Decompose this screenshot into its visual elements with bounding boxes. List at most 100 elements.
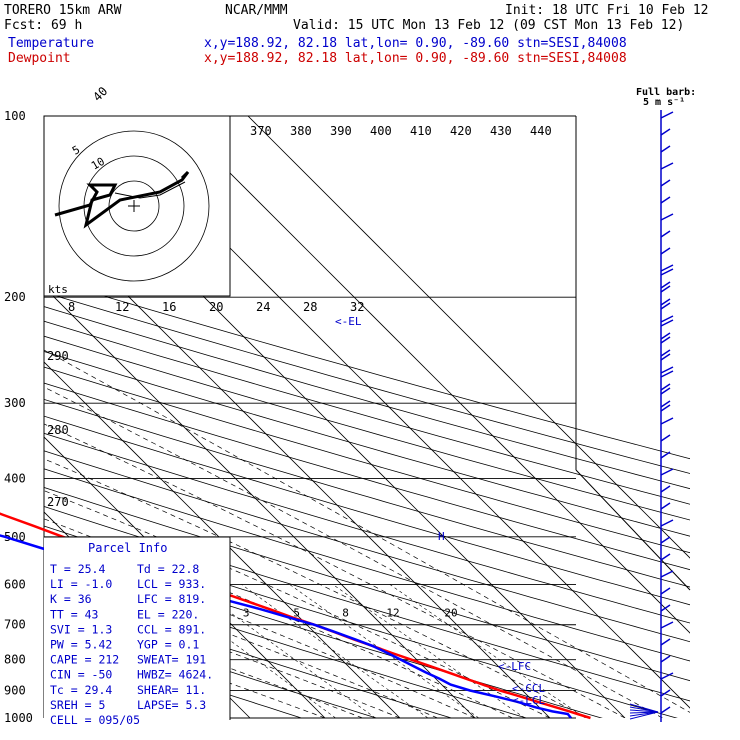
moist-adiabat xyxy=(44,543,476,718)
wind-barb xyxy=(660,281,671,289)
wind-barb-extra xyxy=(660,336,671,344)
dry-adiabat xyxy=(44,320,690,505)
theta-label: 430 xyxy=(490,124,512,138)
wind-barb xyxy=(660,706,671,714)
parcel-info-right: CCL = 891. xyxy=(137,622,206,636)
wind-barb xyxy=(660,485,671,493)
hodograph-ring-label: 10 xyxy=(89,155,107,173)
wind-barb xyxy=(660,638,671,646)
theta-label: 440 xyxy=(530,124,552,138)
wind-barb xyxy=(660,179,671,187)
theta-label: 270 xyxy=(47,495,69,509)
level-annotation: <-EL xyxy=(335,315,362,328)
hodograph-speed-label: 28 xyxy=(303,300,317,314)
wind-barb xyxy=(660,315,674,323)
dry-adiabat xyxy=(44,587,453,718)
dry-adiabat xyxy=(44,432,690,624)
moist-adiabat xyxy=(44,386,663,718)
center-label: NCAR/MMM xyxy=(225,3,288,18)
pressure-tick-label: 800 xyxy=(4,653,26,667)
parcel-info-left: CIN = -50 xyxy=(50,668,112,682)
parcel-info-right: SHEAR= 11. xyxy=(137,683,206,697)
parcel-info-left: CELL = 095/05 xyxy=(50,713,140,727)
hodograph-ring xyxy=(58,130,210,282)
isotherm-line xyxy=(247,116,690,559)
isotherm-line xyxy=(44,361,401,718)
init-label: Init: 18 UTC Fri 10 Feb 12 xyxy=(505,3,709,18)
wind-barb xyxy=(660,434,671,442)
theta-label: 390 xyxy=(330,124,352,138)
level-annotation: <-CCL xyxy=(512,682,545,695)
wind-barb xyxy=(660,587,671,595)
dry-adiabat xyxy=(44,291,690,474)
dry-adiabat xyxy=(44,335,690,521)
wind-barb xyxy=(660,213,674,221)
theta-label: 410 xyxy=(410,124,432,138)
wind-barb xyxy=(660,366,674,374)
dewpoint-legend: Dewpoint xyxy=(8,51,71,66)
wind-barb xyxy=(660,111,674,119)
parcel-info-right: LAPSE= 5.3 xyxy=(137,698,206,712)
parcel-info-title: Parcel Info xyxy=(88,541,167,555)
hodograph-trace xyxy=(54,170,190,229)
parcel-info-left: T = 25.4 xyxy=(50,562,105,576)
level-annotation: <-LFC xyxy=(498,660,531,673)
wind-barb xyxy=(660,451,671,459)
wind-barb xyxy=(660,655,671,663)
theta-label: 370 xyxy=(250,124,272,138)
parcel-info-right: LCL = 933. xyxy=(137,577,206,591)
parcel-info-left: CAPE = 212 xyxy=(50,653,119,667)
wind-barbs xyxy=(629,110,674,722)
wind-barb xyxy=(660,417,674,425)
isotherm-line xyxy=(44,286,476,718)
barb-legend-2: 5 m s⁻¹ xyxy=(643,97,685,108)
parcel-info-left: SREH = 5 xyxy=(50,698,105,712)
wind-barb-extra xyxy=(660,370,674,378)
parcel-info-left: TT = 43 xyxy=(50,607,99,621)
mixing-ratio-label: 8 xyxy=(342,607,349,620)
dry-adiabat xyxy=(44,398,690,588)
isotherm-line xyxy=(172,116,690,634)
wind-barb xyxy=(660,502,671,510)
hodograph-speed-label: 24 xyxy=(256,300,270,314)
mixing-ratio-label: 20 xyxy=(444,607,457,620)
pressure-tick-label: 200 xyxy=(4,290,26,304)
pressure-tick-label: 100 xyxy=(4,109,26,123)
dewpoint-info: x,y=188.92, 82.18 lat,lon= 0.90, -89.60 … xyxy=(204,51,627,66)
right-edge xyxy=(575,469,691,591)
wind-barb xyxy=(660,128,671,136)
wind-barb xyxy=(660,247,671,255)
moist-adiabat xyxy=(44,423,626,718)
parcel-box-bg xyxy=(44,537,230,723)
pressure-tick-label: 1000 xyxy=(4,711,33,725)
pressure-tick-label: 700 xyxy=(4,618,26,632)
mixing-ratio-label: 5 xyxy=(293,607,300,620)
fcst-label: Fcst: 69 h xyxy=(4,18,82,33)
wind-barb xyxy=(660,604,671,612)
parcel-info-right: YGP = 0.1 xyxy=(137,638,199,652)
valid-label: Valid: 15 UTC Mon 13 Feb 12 (09 CST Mon … xyxy=(293,18,684,33)
wind-barb xyxy=(660,332,671,340)
wind-barb xyxy=(660,672,674,680)
level-annotation: <-LCL xyxy=(512,694,545,707)
hodograph-speed-label: 32 xyxy=(350,300,364,314)
theta-label: 400 xyxy=(370,124,392,138)
wind-barb xyxy=(660,145,671,153)
wind-barb xyxy=(660,196,671,204)
wind-barb xyxy=(660,230,671,238)
dry-adiabat xyxy=(44,468,690,662)
dry-adiabat xyxy=(44,306,690,490)
dry-adiabat xyxy=(44,415,690,606)
hodograph-speed-label: 20 xyxy=(209,300,223,314)
mixing-ratio-line xyxy=(289,584,479,718)
mixing-ratio-label: 3 xyxy=(243,607,250,620)
parcel-info-right: SWEAT= 191 xyxy=(137,653,206,667)
parcel-info-right: Td = 22.8 xyxy=(137,562,199,576)
dry-adiabat xyxy=(44,506,690,702)
wind-barb-surface xyxy=(629,711,659,720)
parcel-info-left: K = 36 xyxy=(50,592,92,606)
pressure-tick-label: 600 xyxy=(4,577,26,591)
dry-adiabat xyxy=(44,277,690,460)
wind-barb xyxy=(660,298,671,306)
wind-barb xyxy=(660,264,674,272)
